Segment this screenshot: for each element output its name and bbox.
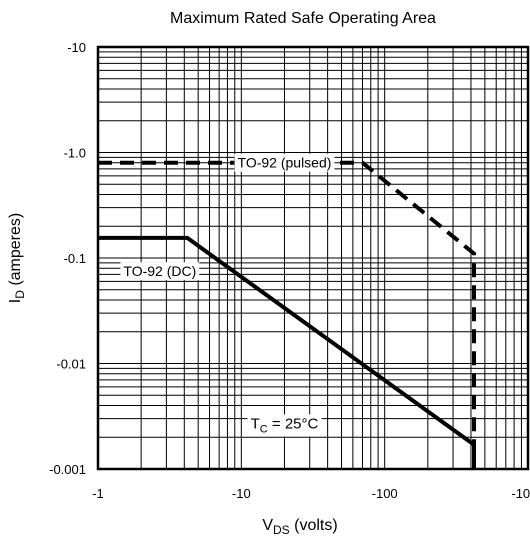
y-tick-label: -10 (67, 40, 86, 55)
y-tick-label: -0.001 (49, 462, 86, 477)
x-axis-label-sub: DS (273, 523, 290, 537)
x-tick-label: -100 (372, 486, 398, 501)
series-line-pulsed (98, 160, 476, 469)
y-axis-label-unit: (amperes) (7, 213, 24, 290)
x-axis-label-unit: (volts) (290, 517, 338, 534)
x-tick-label: -10 (232, 486, 251, 501)
series-line-dc (98, 235, 476, 469)
annotation-text: TO-92 (pulsed) (238, 155, 332, 171)
x-tick-label: -1000 (511, 486, 530, 501)
annotation-background (120, 262, 200, 281)
annotation-pulsed: TO-92 (pulsed) (234, 153, 335, 172)
annotation-text-main: T (251, 415, 260, 432)
chart-title: Maximum Rated Safe Operating Area (170, 10, 436, 27)
annotation-text: TC = 25°C (251, 415, 319, 435)
y-axis-label-main: I (7, 299, 24, 303)
y-tick-label: -0.01 (56, 357, 86, 372)
annotation-text: TO-92 (DC) (123, 263, 196, 279)
annotation-background (234, 153, 335, 172)
y-tick-labels: -10 -1.0 -0.1 -0.01 -0.001 (49, 40, 86, 477)
y-axis-label-sub: D (13, 290, 27, 299)
plot-frame (96, 45, 530, 471)
annotation-text-rest: = 25°C (268, 415, 319, 432)
annotation-temp: TC = 25°C (247, 414, 322, 437)
chart-annotations: TO-92 (pulsed) TO-92 (DC) TC = 25°C (120, 153, 335, 437)
annotation-text-sub: C (260, 423, 268, 435)
annotation-dc: TO-92 (DC) (120, 262, 200, 281)
x-axis-label: VDS (volts) (262, 517, 337, 537)
y-tick-label: -1.0 (64, 146, 86, 161)
x-tick-label: -1 (92, 486, 104, 501)
y-axis-label: ID (amperes) (7, 213, 27, 303)
grid-lines (98, 47, 528, 469)
x-axis-label-main: V (262, 517, 273, 534)
y-tick-label: -0.1 (64, 251, 86, 266)
x-tick-labels: -1 -10 -100 -1000 (92, 486, 530, 501)
series-lines (98, 160, 476, 469)
annotation-background (247, 414, 322, 437)
